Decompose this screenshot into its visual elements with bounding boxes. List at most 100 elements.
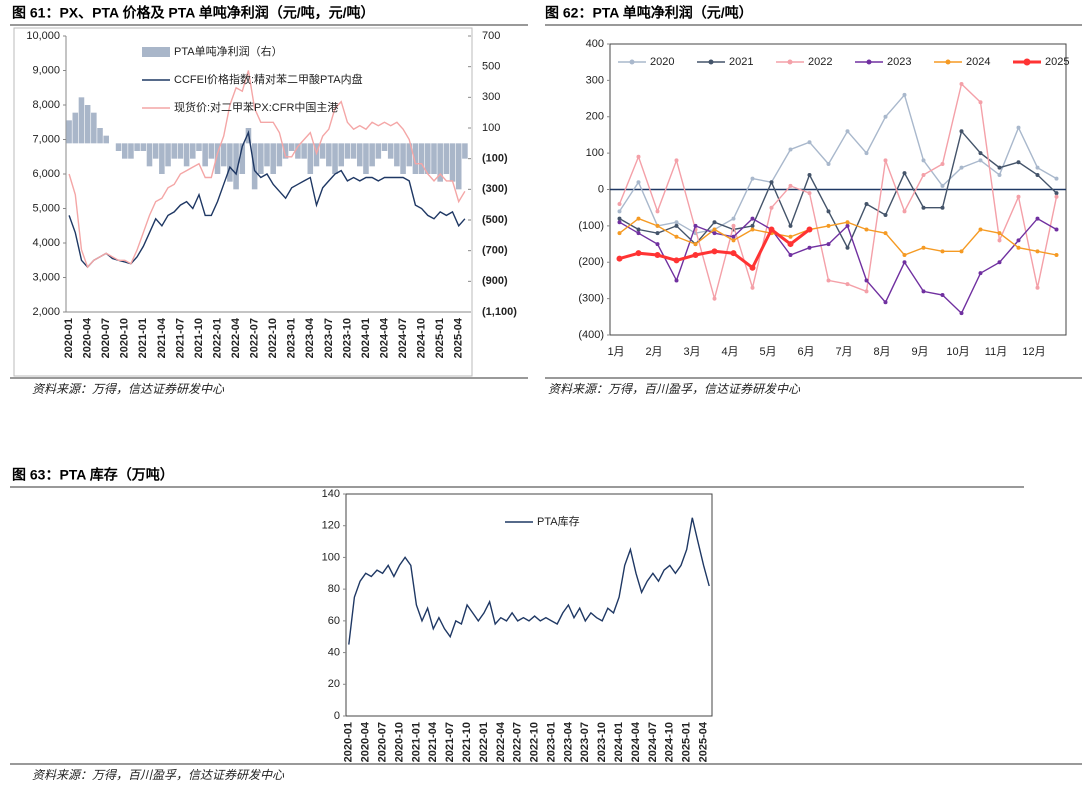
point <box>635 250 642 257</box>
point <box>864 202 869 207</box>
point <box>636 154 641 159</box>
y2-tick-label: (300) <box>482 183 508 195</box>
point <box>807 172 812 177</box>
y-tick-label: (200) <box>578 256 604 268</box>
y-tick-label: 5,000 <box>32 202 60 214</box>
point <box>654 251 661 258</box>
legend-marker <box>1023 58 1031 66</box>
point <box>807 140 812 145</box>
x-tick-label: 2023-07 <box>579 722 591 762</box>
x-tick-label: 2021-10 <box>461 722 473 762</box>
legend-label: 2024 <box>966 56 990 68</box>
point <box>768 226 775 233</box>
point <box>864 278 869 283</box>
legend-marker <box>866 59 872 65</box>
legend-marker <box>945 59 951 65</box>
point <box>788 252 793 257</box>
point <box>617 209 622 214</box>
y-tick-label: 2,000 <box>32 306 60 318</box>
bar <box>66 120 72 144</box>
point <box>940 292 945 297</box>
bar <box>270 143 276 174</box>
point <box>636 227 641 232</box>
point <box>845 245 850 250</box>
point <box>883 114 888 119</box>
bar <box>338 143 344 167</box>
point <box>921 158 926 163</box>
point <box>712 296 717 301</box>
point <box>674 220 679 225</box>
point <box>1054 194 1059 199</box>
point <box>674 278 679 283</box>
point <box>997 238 1002 243</box>
bar <box>159 143 165 174</box>
point <box>750 176 755 181</box>
point <box>997 165 1002 170</box>
legend-label: PTA库存 <box>537 514 580 528</box>
y2-tick-label: 300 <box>482 91 500 103</box>
source-note: 资料来源：万得，百川盈孚，信达证券研发中心 <box>32 768 285 782</box>
bar <box>443 143 450 174</box>
x-tick-label: 2021-07 <box>174 318 186 358</box>
bar <box>233 143 239 190</box>
point <box>883 212 888 217</box>
figure-title: 图 61：PX、PTA 价格及 PTA 单吨净利润（元/吨，元/吨） <box>12 5 374 21</box>
point <box>731 234 736 239</box>
bar <box>307 143 314 174</box>
x-tick-label: 3月 <box>683 346 700 358</box>
point <box>1054 191 1059 196</box>
x-tick-label: 2020-04 <box>82 317 94 358</box>
bar <box>165 143 171 167</box>
bar <box>394 143 400 167</box>
point <box>769 180 774 185</box>
point <box>845 282 850 287</box>
bar <box>128 143 134 159</box>
point <box>674 158 679 163</box>
x-tick-label: 2021-04 <box>427 721 439 762</box>
bar <box>425 143 431 174</box>
x-tick-label: 7月 <box>835 346 852 358</box>
bar <box>406 143 413 167</box>
y2-tick-label: (500) <box>482 214 508 226</box>
point <box>655 231 660 236</box>
bar <box>140 143 147 151</box>
point <box>902 209 907 214</box>
bar <box>326 143 332 167</box>
x-tick-label: 2月 <box>645 346 662 358</box>
y-tick-label: 4,000 <box>32 237 60 249</box>
point <box>902 252 907 257</box>
x-tick-label: 2020-01 <box>343 722 355 762</box>
point <box>940 183 945 188</box>
bar <box>449 143 456 182</box>
point <box>788 223 793 228</box>
x-tick-label: 2023-04 <box>304 317 316 358</box>
bar <box>227 143 233 182</box>
x-tick-label: 2024-10 <box>416 318 428 358</box>
x-tick-label: 6月 <box>797 346 814 358</box>
point <box>940 162 945 167</box>
bar <box>332 143 338 174</box>
point <box>617 216 622 221</box>
point <box>712 227 717 232</box>
point <box>978 151 983 156</box>
legend-marker <box>708 59 714 65</box>
x-tick-label: 2024-01 <box>613 722 625 762</box>
point <box>616 255 623 262</box>
point <box>617 202 622 207</box>
y-tick-label: (400) <box>578 329 604 341</box>
y-tick-label: 0 <box>598 183 604 195</box>
point <box>711 248 718 255</box>
point <box>997 172 1002 177</box>
x-tick-label: 2024-01 <box>360 318 372 358</box>
point <box>959 249 964 254</box>
bar <box>455 143 462 190</box>
point <box>731 238 736 243</box>
point <box>826 223 831 228</box>
point <box>864 227 869 232</box>
y-tick-label: 3,000 <box>32 271 60 283</box>
y-tick-label: (100) <box>578 220 604 232</box>
point <box>655 242 660 247</box>
bar <box>91 112 97 144</box>
x-tick-label: 2022-07 <box>249 318 261 358</box>
